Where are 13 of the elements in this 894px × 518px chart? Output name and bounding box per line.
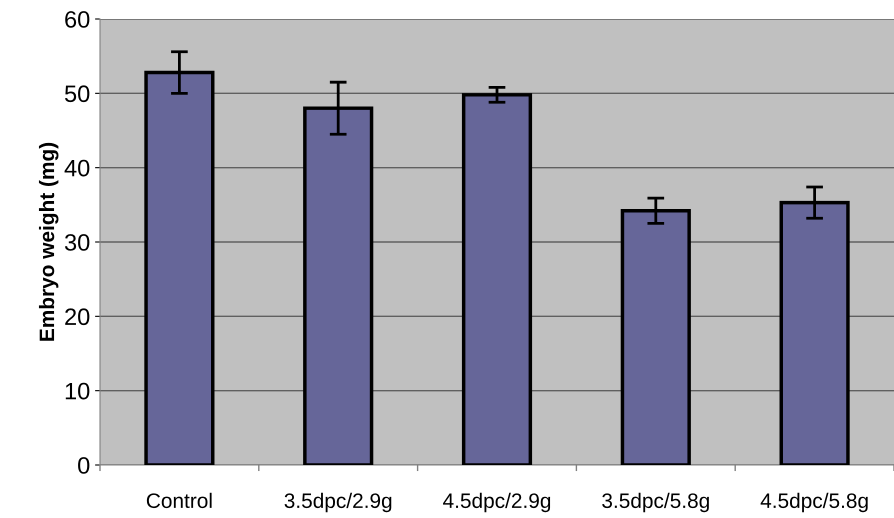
y-tick-label: 60 (65, 11, 90, 28)
x-tick-label: 3.5dpc/5.8g (602, 492, 709, 512)
y-tick-label: 30 (64, 234, 90, 251)
y-tick-label: 50 (64, 85, 90, 102)
y-tick-label: 20 (65, 308, 90, 326)
y-tick-label: 40 (64, 160, 90, 176)
x-tick-label: Control (146, 492, 212, 508)
y-tick-label: 0 (78, 457, 90, 474)
y-tick-label: 10 (66, 382, 90, 400)
x-tick-label: 3.5dpc/2.9g (284, 492, 392, 512)
y-axis-title: Embryo weight (mg) (38, 142, 58, 341)
x-tick-label: 4.5dpc/5.8g (760, 492, 868, 512)
x-tick-label: 4.5dpc/2.9g (443, 492, 550, 512)
